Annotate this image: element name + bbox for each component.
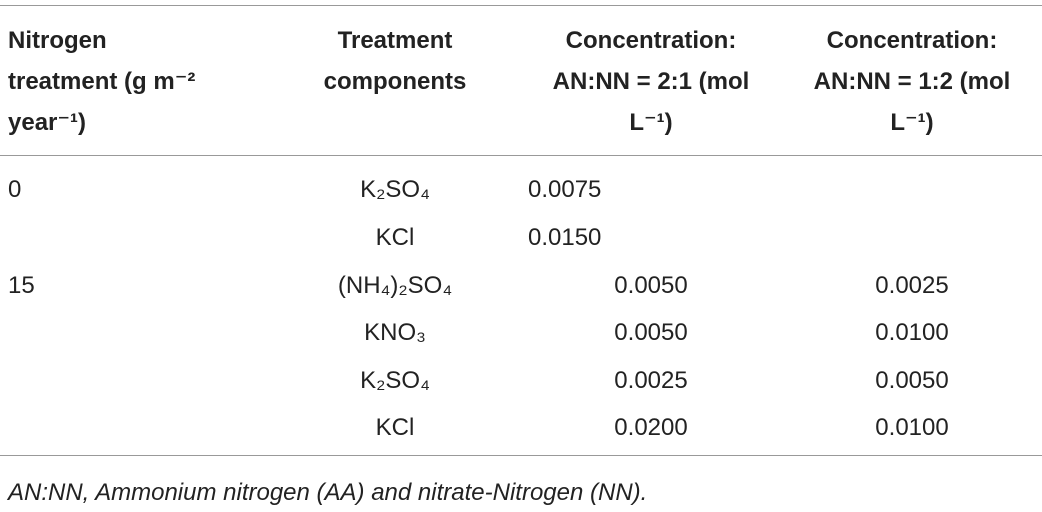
- header-rule: [0, 155, 1042, 156]
- top-rule: [0, 5, 1042, 6]
- table-cell: KNO₃: [364, 319, 426, 346]
- header-cell: Concentration:: [565, 27, 737, 54]
- table-cell: KCl: [375, 224, 415, 251]
- table-cell: 0.0025: [614, 367, 688, 394]
- header-cell: treatment (g m⁻²: [8, 68, 196, 95]
- table-cell: KCl: [375, 414, 415, 441]
- header-cell: L⁻¹): [629, 109, 673, 136]
- table-cell: 0.0100: [875, 319, 949, 346]
- table-cell: 0.0075: [528, 176, 602, 203]
- header-cell: Concentration:: [826, 27, 998, 54]
- header-cell: AN:NN = 2:1 (mol: [552, 68, 750, 95]
- table-cell: 0.0100: [875, 414, 949, 441]
- table-cell: 0.0050: [614, 319, 688, 346]
- header-cell: Treatment: [337, 27, 453, 54]
- table-cell: 0.0150: [528, 224, 602, 251]
- table-cell: (NH₄)₂SO₄: [337, 272, 453, 299]
- table-cell: 0: [8, 176, 22, 203]
- table-cell: K₂SO₄: [360, 367, 430, 394]
- header-cell: components: [323, 68, 467, 95]
- bottom-rule: [0, 455, 1042, 456]
- footnote: AN:NN, Ammonium nitrogen (AA) and nitrat…: [8, 479, 648, 506]
- table-cell: K₂SO₄: [360, 176, 430, 203]
- table-cell: 15: [8, 272, 35, 299]
- table-cell: 0.0025: [875, 272, 949, 299]
- table-cell: 0.0050: [614, 272, 688, 299]
- header-cell: L⁻¹): [890, 109, 934, 136]
- table-cell: 0.0050: [875, 367, 949, 394]
- header-cell: Nitrogen: [8, 27, 107, 54]
- header-cell: AN:NN = 1:2 (mol: [813, 68, 1011, 95]
- table-cell: 0.0200: [614, 414, 688, 441]
- header-cell: year⁻¹): [8, 109, 87, 136]
